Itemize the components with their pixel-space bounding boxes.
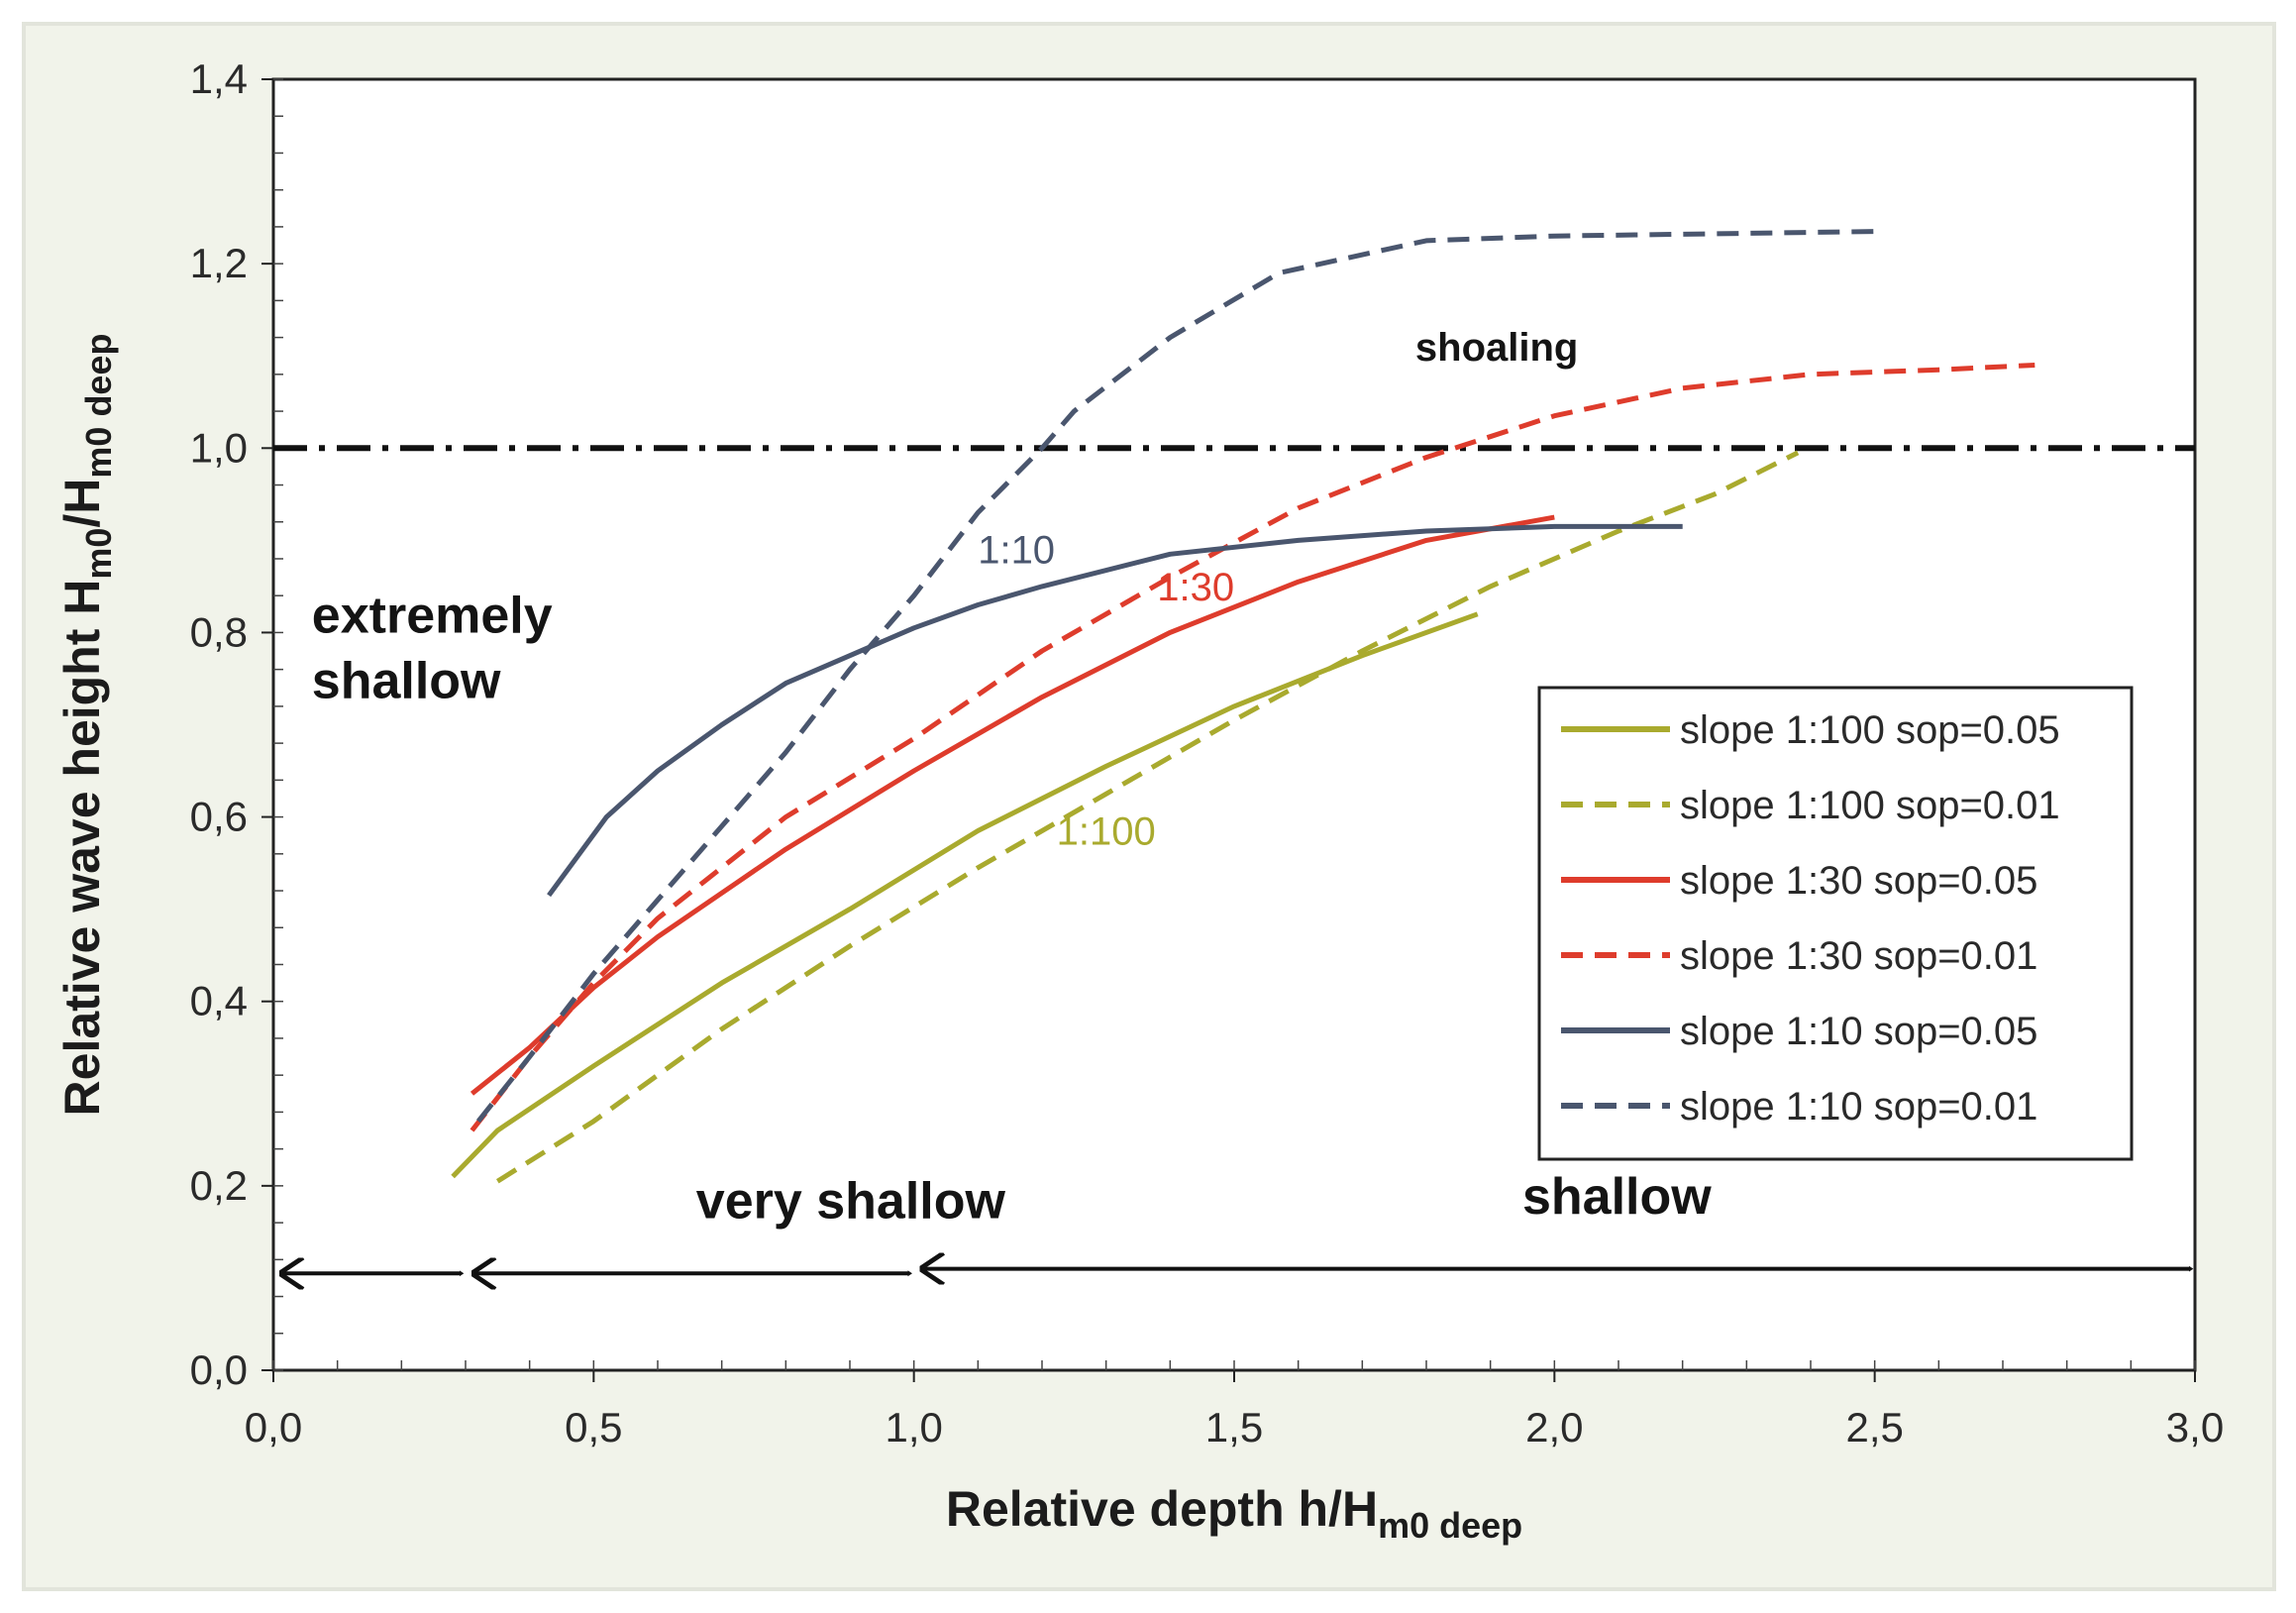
annotation-1-10: 1:10	[978, 529, 1055, 573]
annotation-shoaling: shoaling	[1415, 326, 1578, 370]
y-axis-title: Relative wave height Hm0/Hm0 deep	[54, 334, 119, 1117]
x-axis-title: Relative depth h/Hm0 deep	[946, 1481, 1522, 1546]
x-tick-label: 0,0	[245, 1404, 302, 1451]
series-layer	[451, 229, 2035, 1184]
region-label-3: shallow	[1522, 1168, 1712, 1226]
region-label-1: extremely	[312, 587, 553, 644]
y-tick-label: 0,4	[190, 978, 248, 1024]
series-line-3	[470, 514, 1555, 1096]
y-tick-label: 0,0	[190, 1346, 248, 1393]
annotation-1-100: 1:100	[1057, 809, 1156, 853]
x-tick-label: 1,5	[1205, 1404, 1263, 1451]
ticks-layer: 0,0 0,5 1,0 1,5 2,0 2,5 3,0 0,0 0,2 0,4 0,6 0,8 1,0 1…	[190, 55, 2225, 1451]
annotation-1-30: 1:30	[1157, 566, 1234, 609]
x-tick-label: 2,0	[1525, 1404, 1583, 1451]
legend-label-2: slope 1:100 sop=0.01	[1680, 784, 2060, 827]
y-tick-label: 1,2	[190, 240, 248, 286]
legend-label-6: slope 1:10 sop=0.01	[1680, 1085, 2037, 1129]
region-label-1: shallow	[312, 652, 501, 709]
series-line-4	[470, 363, 2035, 1132]
y-tick-label: 0,2	[190, 1162, 248, 1209]
legend-label-3: slope 1:30 sop=0.05	[1680, 859, 2037, 903]
series-line-6	[475, 229, 1875, 1124]
legend-label-5: slope 1:10 sop=0.05	[1680, 1010, 2037, 1053]
region-arrows-layer	[279, 1269, 2189, 1274]
y-tick-label: 0,8	[190, 608, 248, 655]
y-tick-label: 1,4	[190, 55, 248, 102]
series-line-1	[451, 611, 1479, 1179]
region-label-2: very shallow	[696, 1172, 1006, 1230]
legend: slope 1:100 sop=0.05 slope 1:100 sop=0.01…	[1537, 686, 2134, 1161]
legend-label-1: slope 1:100 sop=0.05	[1680, 708, 2060, 752]
x-tick-label: 1,0	[885, 1404, 942, 1451]
series-line-5	[547, 523, 1683, 898]
legend-box	[1537, 686, 2134, 1161]
chart-frame: 0,0 0,5 1,0 1,5 2,0 2,5 3,0 0,0 0,2 0,4 0,6 0,8 1,0 1…	[22, 22, 2276, 1591]
annotations-layer: extremely shallow very shallow shallow shoal…	[312, 326, 1712, 1231]
y-tick-label: 0,6	[190, 794, 248, 840]
y-tick-label: 1,0	[190, 424, 248, 471]
x-tick-label: 0,5	[565, 1404, 622, 1451]
legend-label-4: slope 1:30 sop=0.01	[1680, 934, 2037, 978]
x-tick-label: 2,5	[1845, 1404, 1903, 1451]
chart-svg: 0,0 0,5 1,0 1,5 2,0 2,5 3,0 0,0 0,2 0,4 0,6 0,8 1,0 1…	[54, 55, 2225, 1546]
x-tick-label: 3,0	[2166, 1404, 2224, 1451]
